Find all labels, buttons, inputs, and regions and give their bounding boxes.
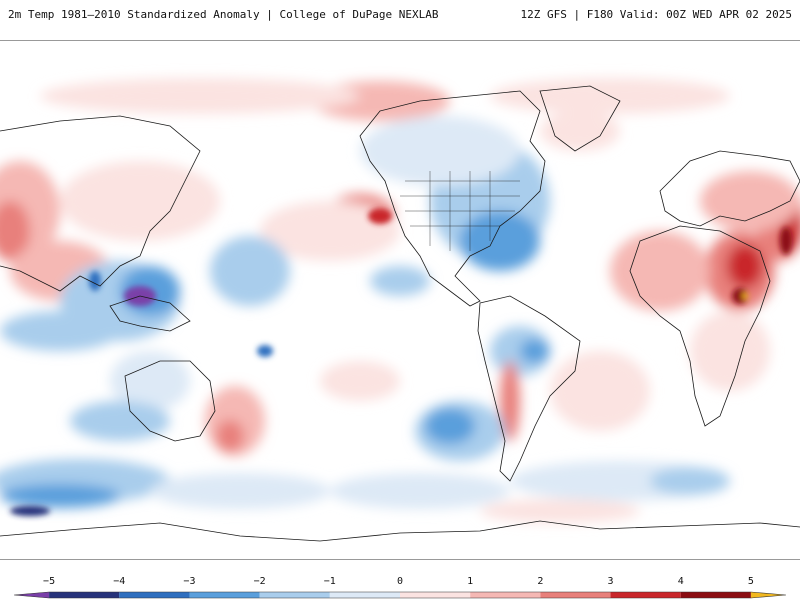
legend-tick-label: 5 xyxy=(747,576,754,587)
legend-segment xyxy=(610,592,681,598)
legend-tick-label: −2 xyxy=(253,576,266,587)
se-asia-islands xyxy=(109,295,191,332)
coastlines xyxy=(0,85,800,542)
africa-outline xyxy=(629,225,771,427)
legend-tick-label: 3 xyxy=(607,576,614,587)
north-america-outline xyxy=(359,90,546,307)
map-header: 2m Temp 1981–2010 Standardized Anomaly |… xyxy=(0,0,800,28)
legend-segment xyxy=(329,592,400,598)
legend-tick-label: −5 xyxy=(43,576,56,587)
map-title: 2m Temp 1981–2010 Standardized Anomaly |… xyxy=(8,8,439,21)
color-legend-bar xyxy=(13,591,787,599)
world-anomaly-map xyxy=(0,40,800,560)
anomaly-field xyxy=(0,78,800,523)
legend-segment xyxy=(259,592,330,598)
us-state-lines xyxy=(400,171,520,251)
legend-tick-label: 0 xyxy=(396,576,404,587)
legend-segment-above-max xyxy=(750,592,786,598)
legend-tick-label: 4 xyxy=(677,576,684,587)
legend-segment xyxy=(49,592,120,598)
anomaly-hotspots xyxy=(10,208,792,516)
color-legend xyxy=(0,560,800,600)
antarctica-outline xyxy=(0,520,800,542)
legend-segment xyxy=(680,592,751,598)
south-america-outline xyxy=(477,295,581,482)
legend-tick-label: −4 xyxy=(113,576,126,587)
map-canvas xyxy=(0,41,800,559)
legend-segment-below-min xyxy=(14,592,50,598)
legend-tick-label: 2 xyxy=(537,576,544,587)
legend-outline xyxy=(13,591,787,599)
greenland-outline xyxy=(539,85,621,152)
legend-tick-label: −3 xyxy=(183,576,196,587)
map-valid-time: 12Z GFS | F180 Valid: 00Z WED APR 02 202… xyxy=(520,8,792,21)
legend-segment xyxy=(189,592,260,598)
legend-segment xyxy=(540,592,611,598)
legend-segment xyxy=(119,592,190,598)
legend-tick-label: 1 xyxy=(467,576,474,587)
legend-segment xyxy=(470,592,541,598)
legend-tick-label: −1 xyxy=(323,576,336,587)
legend-segment xyxy=(400,592,471,598)
australia-outline xyxy=(124,360,216,442)
europe-outline xyxy=(659,150,800,227)
asia-outline xyxy=(0,115,201,292)
